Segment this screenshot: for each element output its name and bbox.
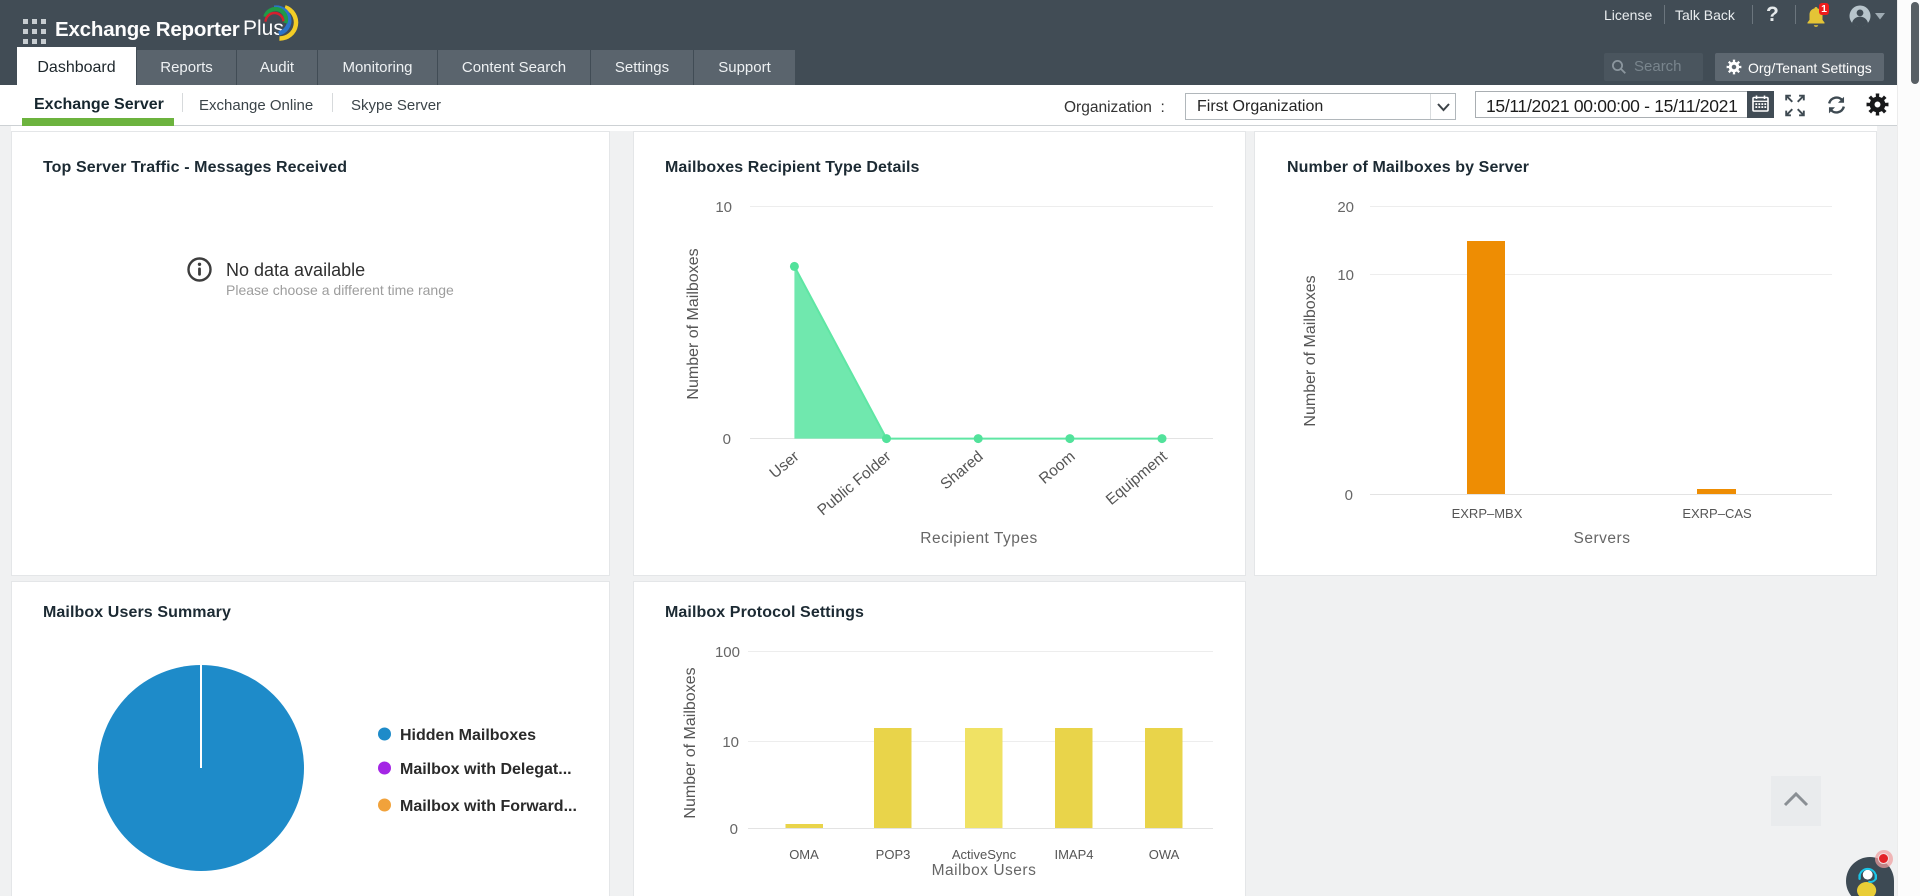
svg-text:EXRP–CAS: EXRP–CAS <box>1682 506 1752 521</box>
svg-text:Shared: Shared <box>937 448 986 493</box>
svg-text:10: 10 <box>715 199 732 216</box>
svg-text:10: 10 <box>722 734 739 751</box>
svg-text:100: 100 <box>715 644 740 661</box>
svg-text:10: 10 <box>1337 267 1354 284</box>
svg-text:Servers: Servers <box>1574 530 1631 547</box>
svg-text:EXRP–MBX: EXRP–MBX <box>1452 506 1523 521</box>
svg-text:Mailbox with Delegat...: Mailbox with Delegat... <box>400 761 572 778</box>
svg-text:Recipient Types: Recipient Types <box>920 530 1038 547</box>
svg-text:0: 0 <box>730 821 738 838</box>
svg-text:Hidden Mailboxes: Hidden Mailboxes <box>400 727 536 744</box>
svg-text:OWA: OWA <box>1149 847 1180 862</box>
svg-text:0: 0 <box>723 431 731 448</box>
svg-text:Number of Mailboxes: Number of Mailboxes <box>682 667 699 818</box>
svg-text:Public Folder: Public Folder <box>814 448 894 519</box>
svg-text:Mailbox with Forward...: Mailbox with Forward... <box>400 798 577 815</box>
svg-text:Number of Mailboxes: Number of Mailboxes <box>1302 275 1319 426</box>
svg-text:0: 0 <box>1345 487 1353 504</box>
svg-text:Mailbox Users: Mailbox Users <box>932 862 1037 879</box>
svg-text:Equipment: Equipment <box>1103 448 1171 509</box>
svg-text:Room: Room <box>1036 448 1079 488</box>
svg-text:IMAP4: IMAP4 <box>1054 847 1093 862</box>
svg-text:Number of Mailboxes: Number of Mailboxes <box>685 248 702 399</box>
svg-text:OMA: OMA <box>789 847 819 862</box>
svg-text:POP3: POP3 <box>876 847 911 862</box>
svg-text:User: User <box>767 448 803 482</box>
svg-text:ActiveSync: ActiveSync <box>952 847 1017 862</box>
svg-text:20: 20 <box>1337 199 1354 216</box>
